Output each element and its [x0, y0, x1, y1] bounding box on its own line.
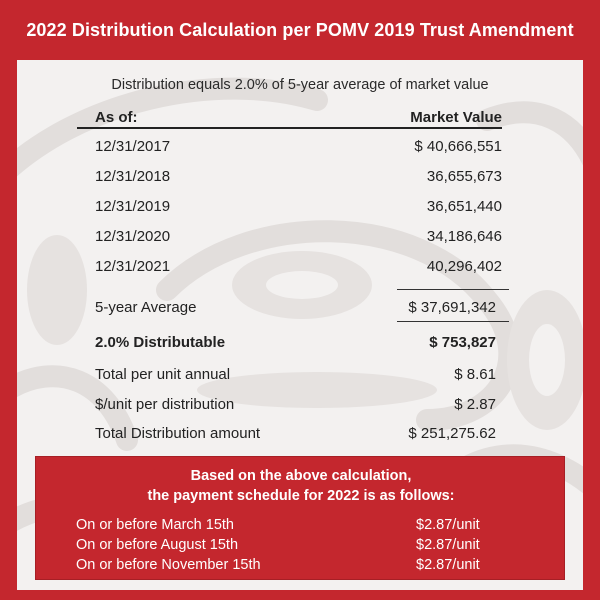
callout-heading-line-1: Based on the above calculation, — [190, 468, 412, 484]
average-label: 5-year Average — [95, 298, 197, 316]
distributable-label: 2.0% Distributable — [95, 333, 226, 351]
per-distribution-label: $/unit per distribution — [95, 395, 235, 413]
row-value: 34,186,646 — [426, 227, 502, 245]
page-title: 2022 Distribution Calculation per POMV 2… — [26, 19, 574, 40]
row-value: 36,655,673 — [426, 167, 502, 185]
distributable-value: $ 753,827 — [429, 333, 496, 351]
distributable-row: 2.0% Distributable $ 753,827 — [95, 331, 502, 353]
table-row: 12/31/2017 $ 40,666,551 — [95, 135, 502, 157]
col-header-market-value: Market Value — [410, 108, 502, 126]
schedule-row: On or before November 15th $2.87/unit — [76, 557, 506, 575]
row-value: 36,651,440 — [426, 197, 502, 215]
per-unit-row: Total per unit annual $ 8.61 — [95, 363, 502, 385]
row-value: 40,296,402 — [426, 257, 502, 275]
average-row: 5-year Average $ 37,691,342 — [95, 296, 502, 318]
row-date: 12/31/2019 — [95, 197, 171, 215]
schedule-amount: $2.87/unit — [416, 537, 480, 553]
header-divider — [77, 127, 502, 129]
per-distribution-row: $/unit per distribution $ 2.87 — [95, 393, 502, 415]
row-date: 12/31/2018 — [95, 167, 171, 185]
table-row: 12/31/2018 36,655,673 — [95, 165, 502, 187]
schedule-date: On or before November 15th — [76, 557, 261, 573]
row-date: 12/31/2017 — [95, 137, 171, 155]
callout-heading-line-2: the payment schedule for 2022 is as foll… — [147, 488, 455, 504]
sum-line-bottom — [397, 321, 509, 322]
schedule-date: On or before March 15th — [76, 517, 234, 533]
schedule-row: On or before August 15th $2.87/unit — [76, 537, 506, 555]
schedule-date: On or before August 15th — [76, 537, 239, 553]
calculation-panel: Distribution equals 2.0% of 5-year avera… — [17, 60, 583, 590]
row-date: 12/31/2021 — [95, 257, 171, 275]
table-header: As of: Market Value — [95, 106, 502, 128]
table-row: 12/31/2021 40,296,402 — [95, 255, 502, 277]
average-value: $ 37,691,342 — [408, 298, 496, 316]
row-date: 12/31/2020 — [95, 227, 171, 245]
table-row: 12/31/2019 36,651,440 — [95, 195, 502, 217]
payment-schedule-callout: Based on the above calculation, the paym… — [35, 456, 565, 580]
col-header-as-of: As of: — [95, 108, 138, 126]
schedule-row: On or before March 15th $2.87/unit — [76, 517, 506, 535]
per-unit-label: Total per unit annual — [95, 365, 231, 383]
subtitle: Distribution equals 2.0% of 5-year avera… — [111, 77, 489, 93]
per-unit-value: $ 8.61 — [454, 365, 496, 383]
table-row: 12/31/2020 34,186,646 — [95, 225, 502, 247]
row-value: $ 40,666,551 — [414, 137, 502, 155]
total-distribution-label: Total Distribution amount — [95, 424, 261, 442]
total-distribution-value: $ 251,275.62 — [408, 424, 496, 442]
schedule-amount: $2.87/unit — [416, 557, 480, 573]
schedule-amount: $2.87/unit — [416, 517, 480, 533]
sum-line-top — [397, 289, 509, 290]
total-distribution-row: Total Distribution amount $ 251,275.62 — [95, 422, 502, 444]
per-distribution-value: $ 2.87 — [454, 395, 496, 413]
